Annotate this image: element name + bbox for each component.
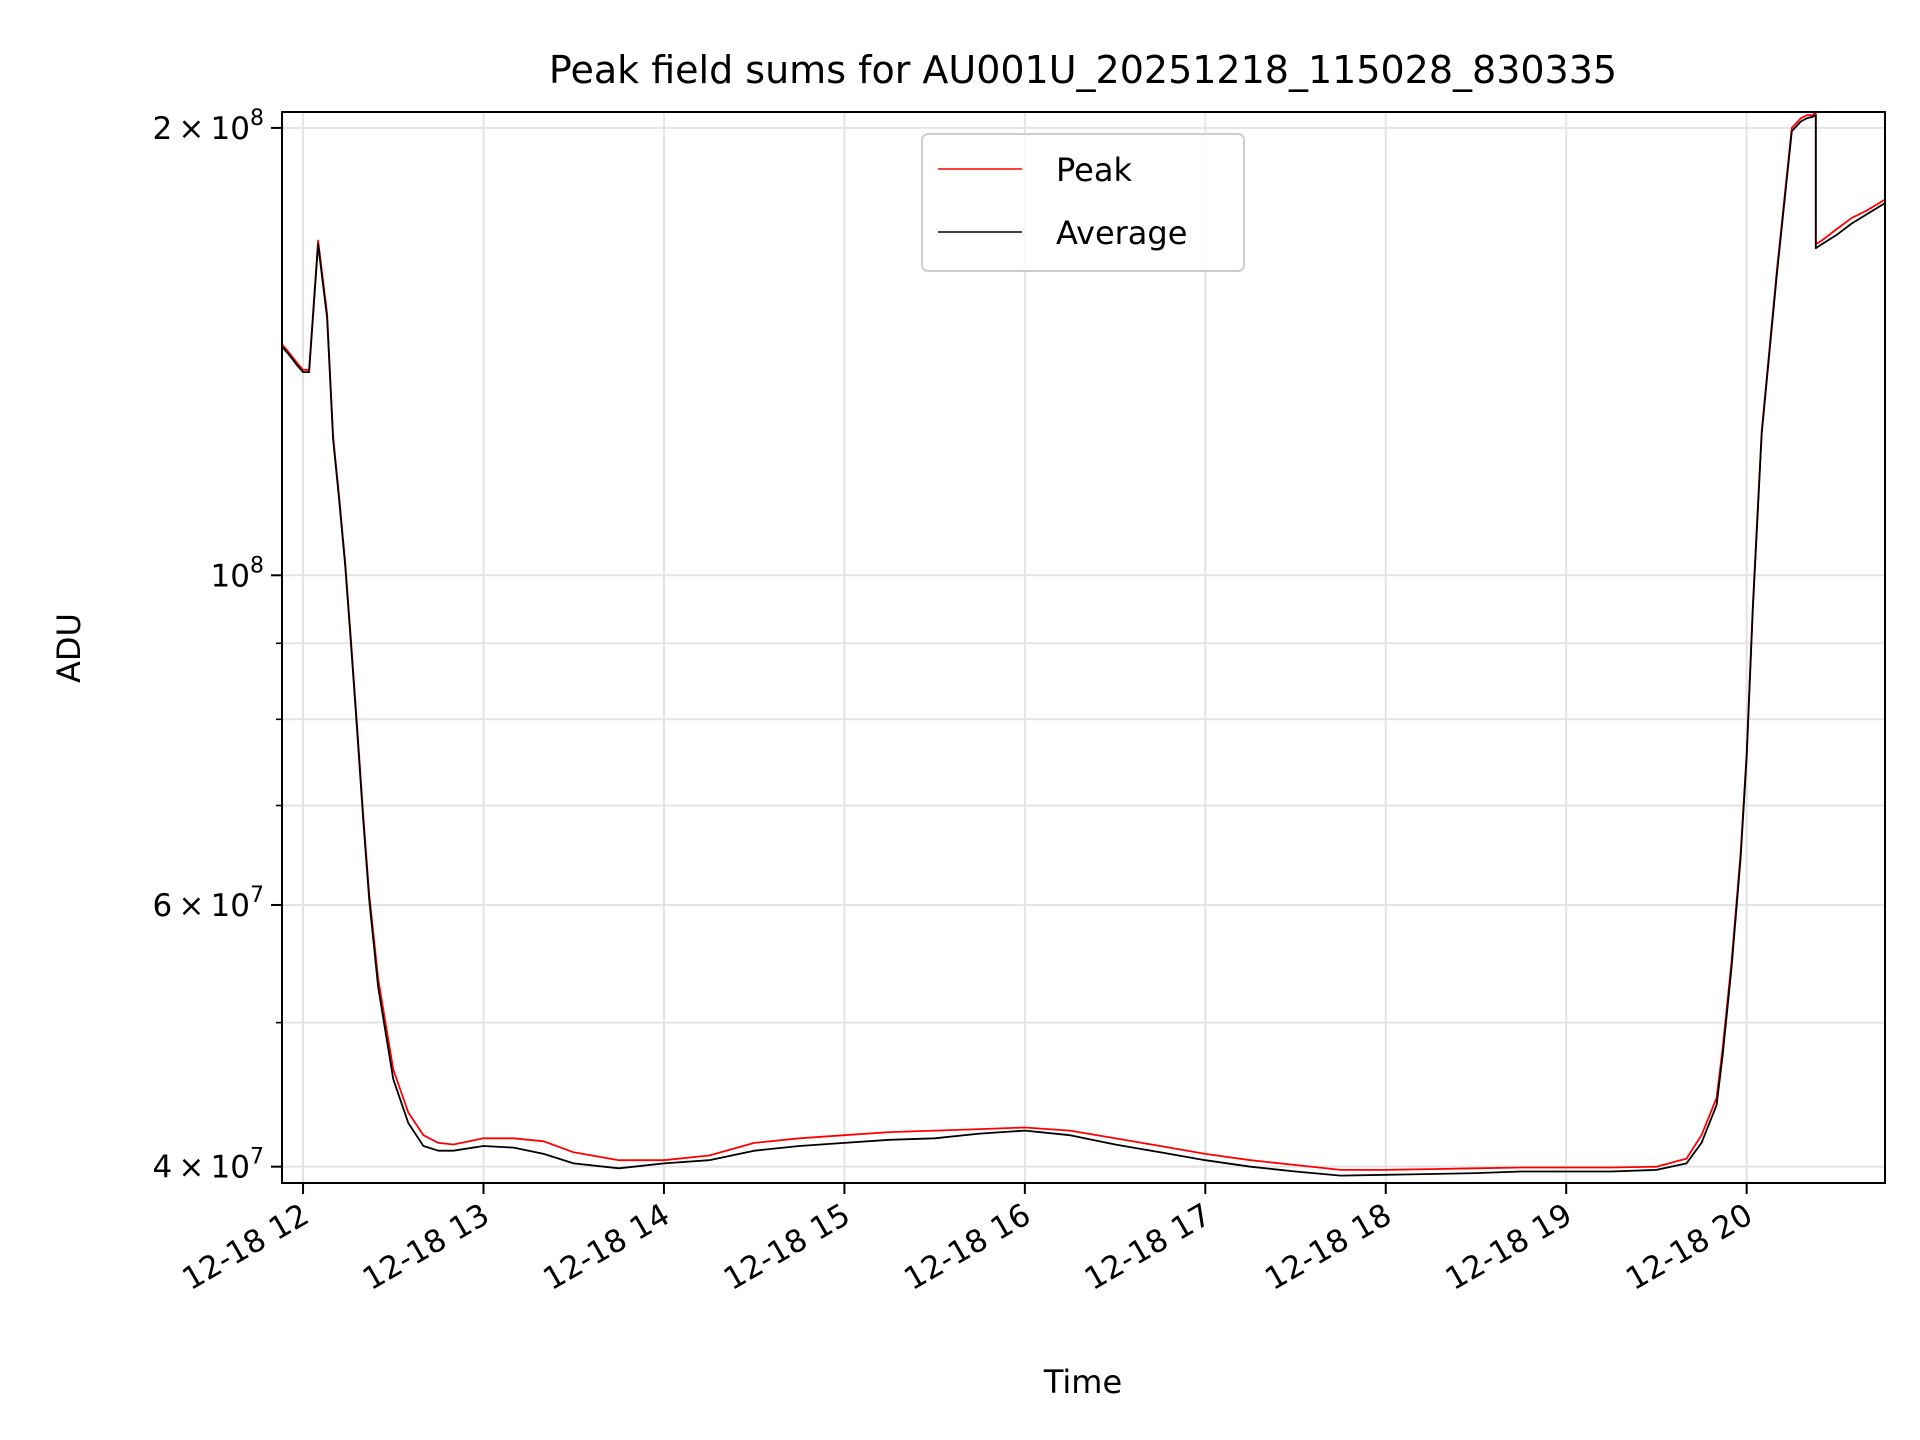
series-line-average: [281, 114, 1886, 1177]
y-tick-label: 6 × 107: [152, 883, 264, 924]
y-tick-label: 4 × 107: [152, 1145, 264, 1186]
chart-title: Peak field sums for AU001U_20251218_1150…: [549, 48, 1617, 92]
series-layer: [281, 111, 1886, 1177]
y-tick-label: 2 × 108: [152, 106, 264, 147]
plot-frame: [281, 111, 1886, 1184]
x-axis-label: Time: [1043, 1363, 1122, 1401]
legend-peak-label: Peak: [1056, 151, 1132, 189]
legend-average-label: Average: [1056, 214, 1187, 252]
legend: Peak Average: [921, 133, 1245, 272]
y-axis-label: ADU: [50, 613, 88, 683]
